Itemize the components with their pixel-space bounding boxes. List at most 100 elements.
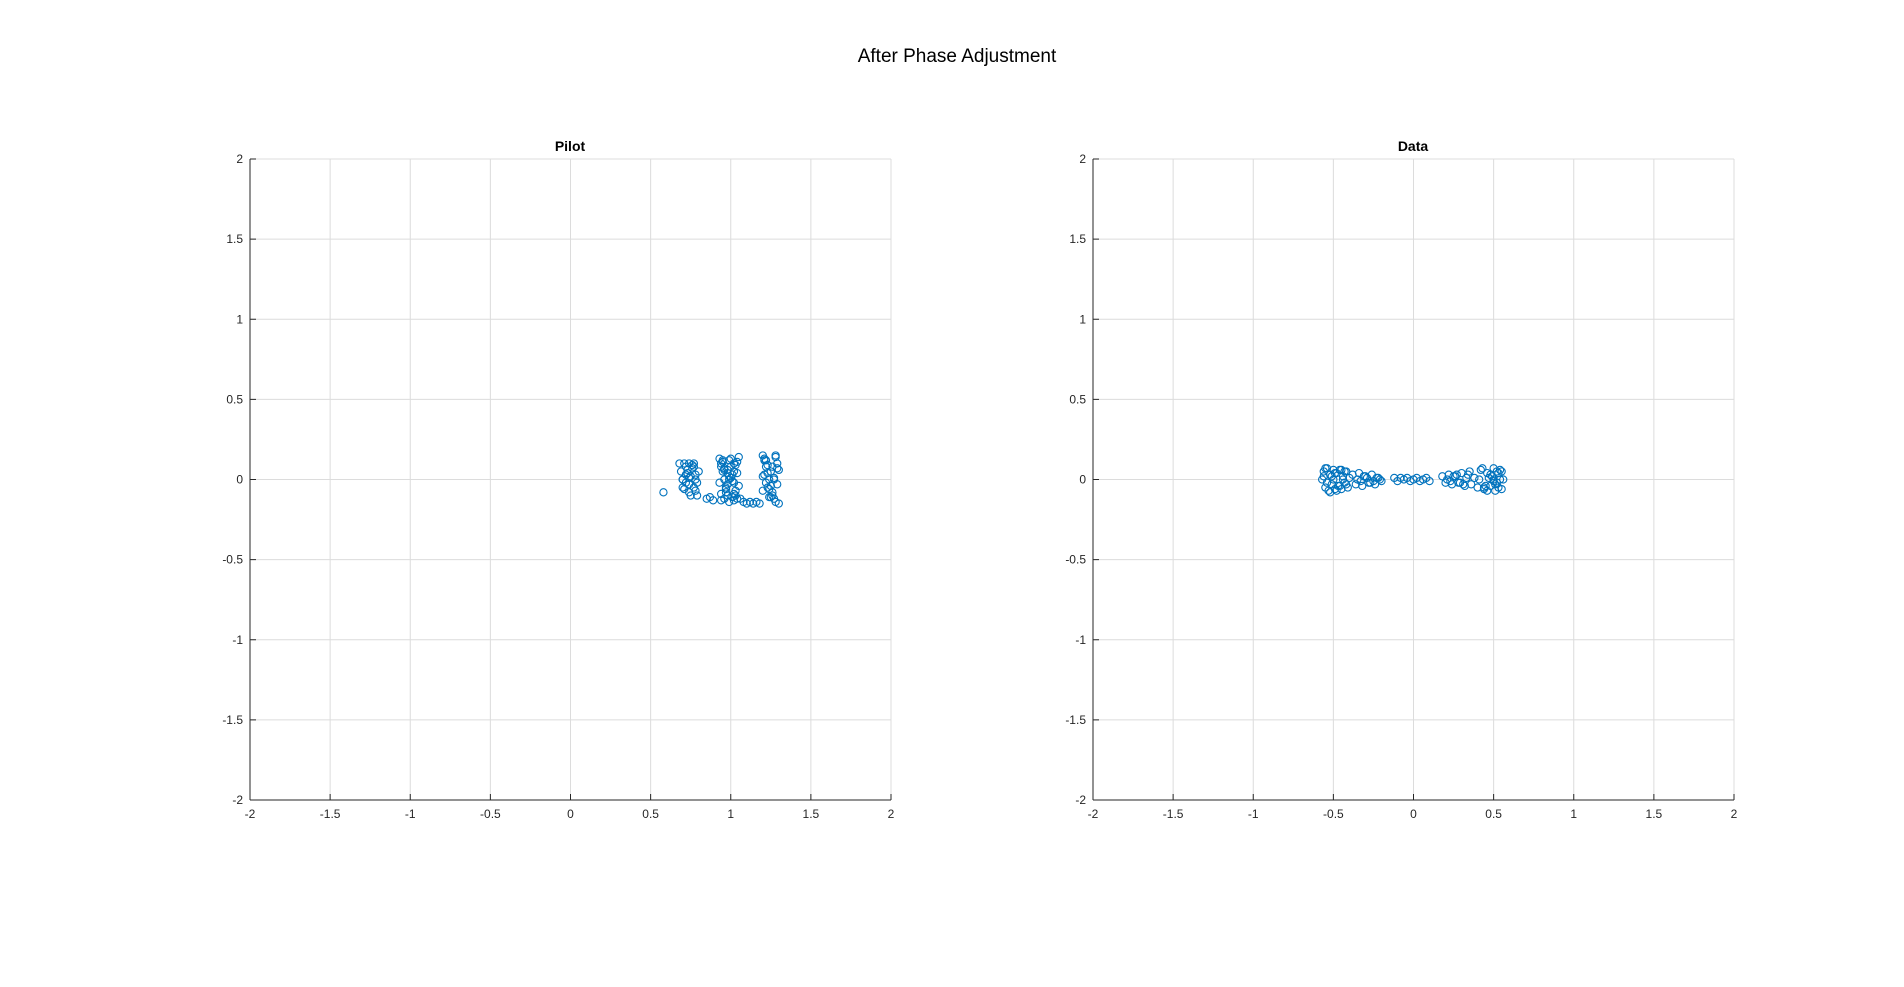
data-y-tick-label: 0 (1079, 473, 1086, 487)
data-data-point (1478, 464, 1487, 473)
pilot-x-tick-label: 0 (567, 807, 574, 821)
data-data-point (1465, 467, 1474, 476)
pilot-data-point (684, 473, 694, 483)
pilot-y-tick-label: 2 (236, 152, 243, 166)
data-data-point (1319, 472, 1328, 481)
pilot-data-point (686, 491, 695, 500)
data-data-point (1425, 476, 1434, 486)
data-data-point (1446, 476, 1455, 486)
pilot-data-point (768, 462, 777, 471)
pilot-data-point (691, 470, 700, 479)
pilot-data-point (760, 454, 769, 463)
data-data-point (1479, 483, 1489, 492)
pilot-x-tick-label: 1.5 (803, 807, 820, 821)
data-data-point (1337, 465, 1346, 475)
pilot-data-point (716, 489, 726, 499)
pilot-data-point (763, 460, 772, 470)
data-x-tick-label: 1.5 (1646, 807, 1663, 821)
data-x-tick-label: -1.5 (1163, 807, 1184, 821)
pilot-y-tick-label: -1 (232, 633, 243, 647)
pilot-data-point (766, 492, 775, 502)
data-data-point (1470, 473, 1479, 483)
pilot-data-point (688, 460, 697, 470)
pilot-x-tick-label: -0.5 (480, 807, 501, 821)
pilot-x-tick-label: 1 (727, 807, 734, 821)
pilot-data-point (723, 465, 732, 475)
data-y-tick-label: -0.5 (1065, 553, 1086, 567)
data-x-tick-label: 0.5 (1485, 807, 1502, 821)
data-y-tick-label: 0.5 (1069, 392, 1086, 406)
data-data-point (1491, 480, 1500, 489)
data-data-point (1499, 475, 1508, 484)
pilot-data-point (689, 462, 699, 471)
data-y-tick-label: -2 (1075, 793, 1086, 807)
data-data-point (1375, 475, 1384, 484)
pilot-data-point (771, 451, 780, 460)
pilot-data-point (773, 464, 782, 473)
pilot-data-point (774, 465, 783, 475)
data-x-tick-label: -0.5 (1323, 807, 1344, 821)
pilot-scatter-series (659, 451, 783, 508)
pilot-y-tick-label: 1 (236, 312, 243, 326)
pilot-data-point (766, 467, 775, 476)
data-data-point (1358, 481, 1367, 491)
data-data-point (1322, 478, 1332, 487)
data-data-point (1459, 480, 1468, 489)
data-scatter-series (1318, 464, 1508, 497)
data-data-point (1362, 473, 1372, 483)
pilot-data-point (715, 478, 724, 487)
data-data-point (1321, 464, 1330, 473)
pilot-data-point (692, 491, 702, 500)
data-data-point (1338, 475, 1348, 484)
data-y-tick-label: 1 (1079, 312, 1086, 326)
pilot-y-tick-label: 0.5 (226, 392, 243, 406)
pilot-data-point (718, 456, 727, 465)
data-x-tick-label: -1 (1248, 807, 1259, 821)
pilot-axes: Pilot -2 -1.5 -1 -0.5 0 0.5 1 1.5 2 -2 -1.5 -1 -0.5 0… (222, 138, 894, 821)
pilot-y-tick-label: 1.5 (226, 232, 243, 246)
pilot-x-tick-label: 2 (888, 807, 895, 821)
pilot-data-point (691, 486, 700, 495)
data-data-point (1495, 475, 1505, 484)
pilot-data-point (763, 483, 772, 492)
data-data-point (1481, 481, 1490, 491)
pilot-data-point (761, 478, 771, 487)
data-data-point (1329, 475, 1338, 484)
pilot-data-point (755, 499, 764, 508)
data-title: Data (1398, 138, 1429, 154)
pilot-data-point (675, 459, 684, 468)
pilot-data-point (684, 480, 694, 489)
pilot-data-point (774, 499, 783, 508)
data-data-point (1467, 480, 1476, 489)
data-x-tick-label: 1 (1570, 807, 1577, 821)
data-data-point (1476, 465, 1485, 475)
data-data-point (1356, 476, 1365, 486)
data-data-point (1452, 470, 1461, 479)
pilot-y-tick-label: -2 (232, 793, 243, 807)
pilot-data-point (680, 484, 689, 494)
pilot-x-tick-label: 0.5 (642, 807, 659, 821)
data-data-point (1332, 486, 1341, 495)
pilot-data-point (734, 452, 743, 462)
data-y-tick-label: -1.5 (1065, 713, 1086, 727)
pilot-data-point (769, 475, 779, 484)
pilot-data-point (683, 465, 692, 475)
pilot-data-point (733, 457, 742, 467)
pilot-data-point (692, 478, 702, 487)
pilot-x-tick-label: -1.5 (320, 807, 341, 821)
pilot-x-tick-label: -2 (245, 807, 256, 821)
data-data-point (1462, 473, 1471, 483)
pilot-data-point (734, 481, 743, 491)
data-y-tick-label: -1 (1075, 633, 1086, 647)
pilot-y-tick-label: -0.5 (222, 553, 243, 567)
data-y-tick-label: 2 (1079, 152, 1086, 166)
data-axes: Data -2 -1.5 -1 -0.5 0 0.5 1 1.5 2 -2 -1.5 -1 -0.5 0 0… (1065, 138, 1737, 821)
pilot-title: Pilot (555, 138, 586, 154)
pilot-x-tick-label: -1 (405, 807, 416, 821)
data-data-point (1497, 484, 1506, 494)
data-data-point (1489, 475, 1498, 484)
pilot-data-point (758, 472, 767, 481)
data-data-point (1475, 475, 1484, 484)
pilot-data-point (708, 496, 718, 505)
